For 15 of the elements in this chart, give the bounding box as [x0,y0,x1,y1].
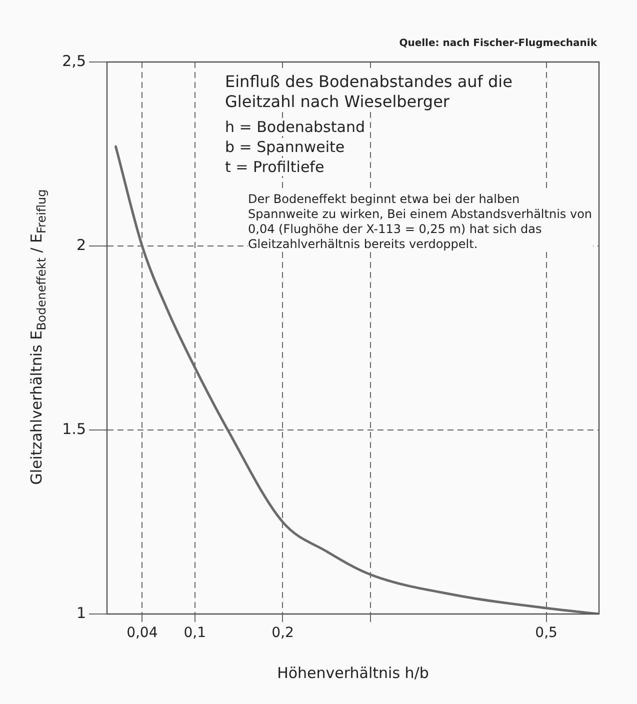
text: Einfluß des Bodenabstandes auf die Gleitzahl nach Wieselberger [225,72,545,112]
x-tick-label: 0,5 [535,625,558,642]
y-tick-label: 2,5 [62,52,86,70]
y-tick-label: 2 [76,236,86,254]
y-tick-label: 1 [76,604,86,622]
annotation: h = Bodenabstand [225,118,365,136]
x-tick-label: 0,04 [126,625,158,642]
x-axis-title: Höhenverhältnis h/b [107,664,599,682]
annotation: b = Spannweite [225,138,345,156]
annotation: t = Profiltiefe [225,158,324,176]
annotation: Der Bodeneffekt beginnt etwa bei der halben Spannweite zu wirken, Bei einem Abstandsverhältnis von 0,04 (Flughöhe der X-113 = 0,25 m) hat sich das Gleitzahlverhältnis bereits verdoppelt. [248,192,593,252]
x-tick-label: 0,2 [272,625,294,642]
source-note: Quelle: nach Fischer-Flugmechanik [399,38,597,49]
y-tick-label: 1.5 [62,420,86,438]
x-tick-label: 0,1 [184,625,206,642]
